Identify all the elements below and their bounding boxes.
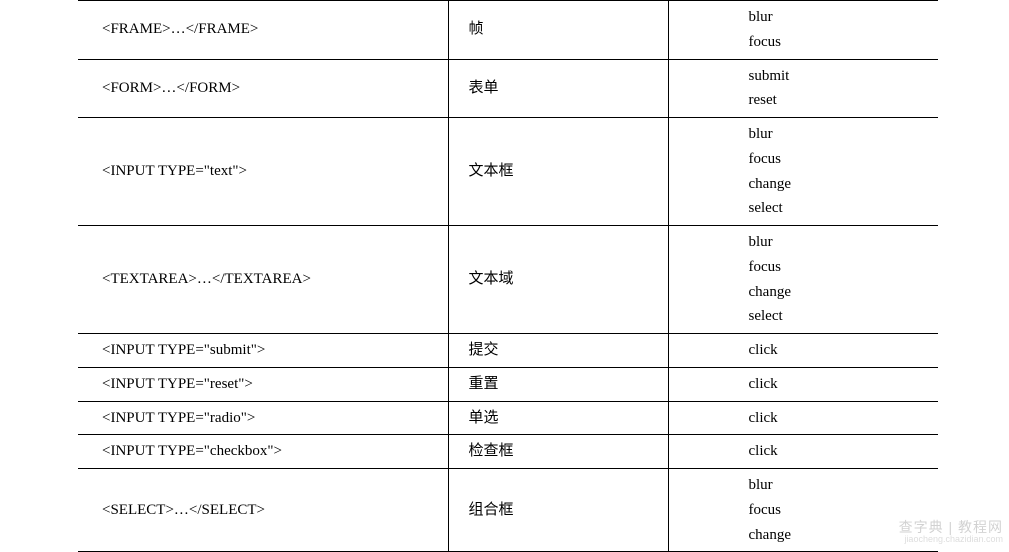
table-row: <INPUT TYPE="checkbox">检查框 click bbox=[78, 435, 938, 469]
cell-name: 单选 bbox=[448, 401, 668, 435]
cell-events: click bbox=[668, 435, 938, 469]
event-item: blur bbox=[749, 122, 915, 147]
event-item: click bbox=[749, 372, 915, 397]
table-body: <FRAME>…</FRAME>帧blurfocus<FORM>…</FORM>… bbox=[78, 1, 938, 552]
cell-events: blurfocuschangeselect bbox=[668, 118, 938, 226]
cell-tag: <INPUT TYPE="checkbox"> bbox=[78, 435, 448, 469]
cell-name: 文本框 bbox=[448, 118, 668, 226]
cell-events: click bbox=[668, 367, 938, 401]
cell-tag: <FRAME>…</FRAME> bbox=[78, 1, 448, 60]
cell-name: 提交 bbox=[448, 334, 668, 368]
html-events-table: <FRAME>…</FRAME>帧blurfocus<FORM>…</FORM>… bbox=[78, 0, 938, 552]
event-item: click bbox=[749, 406, 915, 431]
cell-tag: <SELECT>…</SELECT> bbox=[78, 469, 448, 552]
cell-tag: <INPUT TYPE="reset"> bbox=[78, 367, 448, 401]
table-row: <SELECT>…</SELECT>组合框blurfocuschange bbox=[78, 469, 938, 552]
cell-tag: <INPUT TYPE="submit"> bbox=[78, 334, 448, 368]
cell-name: 帧 bbox=[448, 1, 668, 60]
cell-tag: <FORM>…</FORM> bbox=[78, 59, 448, 118]
event-item: blur bbox=[749, 473, 915, 498]
event-item: change bbox=[749, 280, 915, 305]
event-item: select bbox=[749, 196, 915, 221]
cell-tag: <INPUT TYPE="radio"> bbox=[78, 401, 448, 435]
event-item: click bbox=[749, 338, 915, 363]
event-item: focus bbox=[749, 147, 915, 172]
event-item: focus bbox=[749, 30, 915, 55]
event-item: submit bbox=[749, 64, 915, 89]
table-row: <INPUT TYPE="text">文本框blurfocuschangesel… bbox=[78, 118, 938, 226]
cell-events: click bbox=[668, 401, 938, 435]
table-row: <FRAME>…</FRAME>帧blurfocus bbox=[78, 1, 938, 60]
cell-tag: <INPUT TYPE="text"> bbox=[78, 118, 448, 226]
event-item: focus bbox=[749, 255, 915, 280]
reference-table-container: <FRAME>…</FRAME>帧blurfocus<FORM>…</FORM>… bbox=[78, 0, 938, 552]
cell-name: 重置 bbox=[448, 367, 668, 401]
cell-name: 文本域 bbox=[448, 226, 668, 334]
cell-events: click bbox=[668, 334, 938, 368]
cell-events: submitreset bbox=[668, 59, 938, 118]
event-item: select bbox=[749, 304, 915, 329]
table-row: <INPUT TYPE="radio">单选 click bbox=[78, 401, 938, 435]
cell-events: blurfocuschangeselect bbox=[668, 226, 938, 334]
event-item: change bbox=[749, 172, 915, 197]
table-row: <INPUT TYPE="reset">重置 click bbox=[78, 367, 938, 401]
event-item: change bbox=[749, 523, 915, 548]
event-item: click bbox=[749, 439, 915, 464]
event-item: reset bbox=[749, 88, 915, 113]
cell-tag: <TEXTAREA>…</TEXTAREA> bbox=[78, 226, 448, 334]
event-item: blur bbox=[749, 230, 915, 255]
event-item: blur bbox=[749, 5, 915, 30]
event-item: focus bbox=[749, 498, 915, 523]
cell-name: 检查框 bbox=[448, 435, 668, 469]
cell-events: blurfocus bbox=[668, 1, 938, 60]
table-row: <FORM>…</FORM>表单submitreset bbox=[78, 59, 938, 118]
cell-name: 表单 bbox=[448, 59, 668, 118]
cell-name: 组合框 bbox=[448, 469, 668, 552]
table-row: <INPUT TYPE="submit">提交 click bbox=[78, 334, 938, 368]
table-row: <TEXTAREA>…</TEXTAREA>文本域blurfocuschange… bbox=[78, 226, 938, 334]
cell-events: blurfocuschange bbox=[668, 469, 938, 552]
